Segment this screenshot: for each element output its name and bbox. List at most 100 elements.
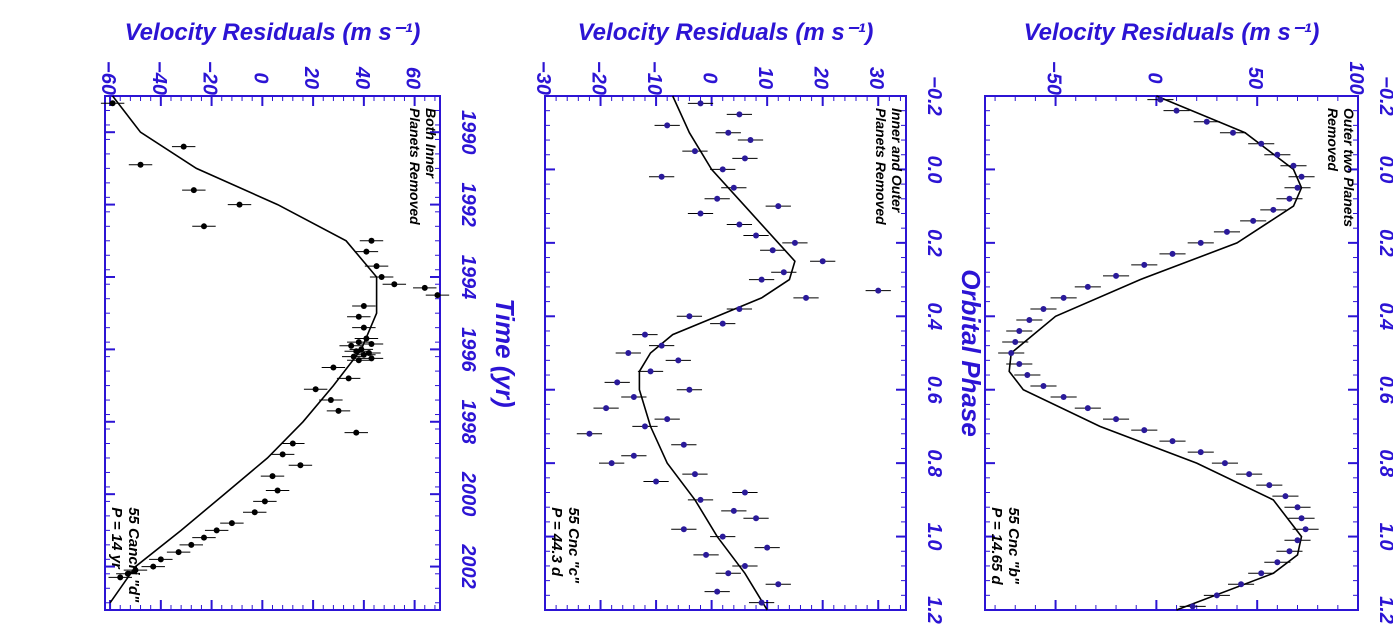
xtick-label: 1990 (457, 110, 479, 155)
ytick-label: 100 (1345, 61, 1367, 94)
data-point (1040, 383, 1047, 390)
xtick-label: 0.0 (1375, 156, 1393, 184)
data-point (1008, 350, 1015, 356)
ytick-label: −20 (199, 61, 221, 95)
data-point (269, 473, 276, 480)
data-point (180, 143, 187, 150)
planet-annotation: P = 44.3 d (548, 507, 565, 577)
xtick-label: 1.0 (923, 523, 945, 551)
data-point (647, 368, 654, 375)
data-point (421, 284, 428, 291)
data-point (1157, 96, 1164, 103)
data-point (664, 122, 671, 129)
data-point (213, 527, 220, 534)
data-point (1294, 184, 1301, 191)
xtick-label: 0.6 (1375, 376, 1393, 405)
data-point (1221, 460, 1228, 467)
data-point (378, 273, 385, 280)
data-point (630, 452, 637, 459)
data-point (730, 184, 737, 191)
xtick-label: 0.8 (923, 449, 945, 478)
data-point (175, 549, 182, 556)
xtick-label: 0.0 (923, 156, 945, 184)
xtick-label: 1.0 (1375, 523, 1393, 551)
data-point (200, 223, 207, 230)
data-point (312, 386, 319, 393)
xtick-label: −0.2 (923, 76, 945, 115)
ytick-label: −20 (588, 61, 610, 95)
data-point (603, 405, 610, 412)
data-point (1286, 548, 1293, 555)
data-point (819, 258, 826, 265)
data-point (368, 237, 375, 244)
ytick-label: −40 (148, 61, 170, 95)
data-point (363, 248, 370, 255)
data-point (1040, 305, 1047, 312)
xtick-label: 1992 (457, 182, 479, 227)
note-annotation: Inner and Outer (889, 108, 905, 214)
data-point (1169, 250, 1176, 257)
data-point (1250, 217, 1257, 224)
data-point (279, 451, 286, 458)
data-point (741, 489, 748, 496)
data-point (803, 294, 810, 301)
data-point (1294, 537, 1301, 544)
data-point (373, 263, 380, 270)
data-point (680, 526, 687, 533)
data-point (741, 562, 748, 569)
data-point (1060, 294, 1067, 301)
data-point (1286, 195, 1293, 202)
data-point (363, 335, 370, 342)
data-point (1060, 394, 1067, 401)
data-point (664, 416, 671, 423)
data-point (274, 487, 281, 494)
data-point (697, 496, 704, 503)
data-point (1282, 493, 1289, 500)
data-point (758, 276, 765, 283)
ytick-label: 50 (1244, 67, 1266, 89)
x-axis-title: Orbital Phase (956, 269, 986, 437)
ytick-label: 0 (1143, 72, 1165, 83)
data-point (348, 342, 355, 349)
data-point (691, 471, 698, 478)
y-axis-title: Velocity Residuals (m s⁻¹) (578, 19, 874, 46)
data-point (1246, 471, 1253, 478)
panel-left: −60 −40 −20 0 20 40 60 1990 1992 1994 1996 1998 2000… (97, 19, 520, 611)
data-point (132, 567, 139, 574)
xtick-label: 1998 (457, 400, 479, 445)
data-point (791, 239, 798, 246)
data-point (150, 563, 157, 570)
fit-curve (109, 95, 378, 604)
data-point (775, 203, 782, 210)
data-point (719, 320, 726, 327)
data-point (1113, 272, 1120, 279)
data-point (1223, 228, 1230, 235)
ytick-label: −60 (97, 61, 119, 95)
data-point (228, 520, 235, 527)
data-point (327, 397, 334, 404)
xtick-label: −0.2 (1375, 76, 1393, 115)
ytick-label: 20 (810, 66, 832, 89)
ytick-label: 30 (865, 67, 887, 89)
data-point (1258, 140, 1265, 147)
data-point (297, 462, 304, 469)
data-point (736, 305, 743, 312)
data-point (1266, 482, 1273, 489)
data-point (725, 570, 732, 577)
data-point (350, 353, 357, 360)
note-annotation: Planets Removed (407, 108, 423, 225)
data-point (753, 232, 760, 239)
data-point (714, 588, 721, 595)
data-point (236, 201, 243, 208)
note-annotation: Outer two Planets (1341, 108, 1357, 227)
data-point (675, 357, 682, 364)
data-point (780, 269, 787, 276)
data-point (261, 498, 268, 505)
data-point (875, 287, 882, 294)
data-point (741, 155, 748, 162)
data-point (630, 394, 637, 401)
data-point (188, 541, 195, 548)
data-point (434, 292, 441, 299)
data-point (697, 210, 704, 217)
data-point (345, 375, 352, 382)
